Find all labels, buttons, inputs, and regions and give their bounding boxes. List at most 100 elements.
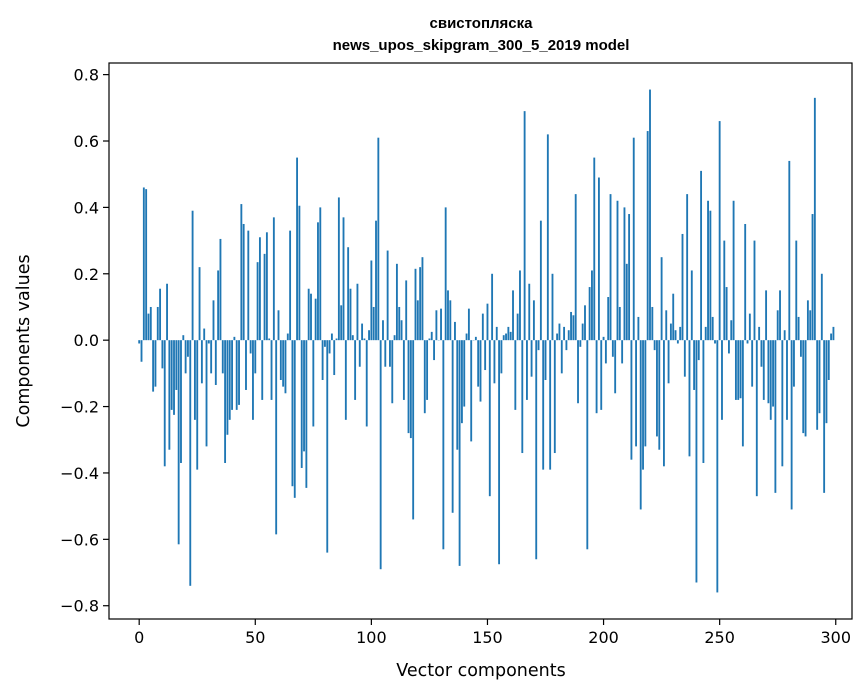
bar [379,340,382,570]
bar [813,97,816,341]
bar [402,340,405,400]
bar [419,267,422,341]
bar [618,306,621,341]
x-tick-label: 100 [356,628,387,647]
bar [289,230,292,341]
bar [546,134,549,341]
bar [361,323,364,341]
bar [275,340,278,535]
bar [535,340,538,560]
bar [825,340,828,424]
bar [138,340,141,344]
bar [205,340,208,447]
bar [242,223,245,341]
bar [479,340,482,402]
bar [786,340,788,420]
bar [173,340,175,415]
bar [333,340,336,376]
bar [500,340,503,374]
bar [303,340,305,452]
bar [293,340,296,498]
bar [802,340,805,434]
y-tick-label: 0.2 [74,265,99,284]
bar [607,297,610,341]
bar [145,189,148,341]
bar [140,340,143,362]
bar [203,328,206,341]
x-tick-label: 300 [820,628,851,647]
bar [732,200,735,341]
bar [235,340,238,410]
bar [493,340,496,384]
bar [314,298,317,341]
bar [790,340,793,510]
bar [238,340,240,405]
bar [502,335,505,341]
bar [702,340,705,463]
ticks-group: 0 50 100 150 200 250 300 −0.8 −0.6 −0.4 −0.2 0.0 0.2… [60,66,851,647]
bar [718,121,721,341]
bar [616,200,619,341]
bar [486,303,489,341]
bar [416,300,419,341]
bar [625,263,628,341]
bar [827,340,830,380]
bar [730,320,733,341]
bar [512,290,514,341]
bar [200,340,203,384]
bar [570,311,572,341]
bar [365,340,368,427]
bar [279,340,282,380]
bar [542,340,545,470]
bar [265,232,268,341]
x-tick-label: 150 [472,628,503,647]
bar [537,340,540,351]
bar [189,340,192,586]
bar [744,223,747,341]
bar [219,238,222,341]
bar [386,250,389,341]
bar [221,340,224,374]
bar [806,300,809,341]
bar [330,333,333,341]
bar [707,200,709,341]
bar [621,340,624,364]
bar [328,340,331,354]
bar [697,340,700,361]
bar [407,340,410,434]
bar [207,340,210,344]
bar [653,340,656,351]
bar [177,340,180,545]
bar [305,340,308,488]
bar [774,340,777,493]
bar [258,237,261,341]
bar [672,293,675,341]
bar [351,335,354,341]
bar [628,214,631,341]
bar [804,340,807,437]
bar [467,308,470,341]
bar [166,283,168,341]
bar [767,340,770,404]
bar [746,340,749,344]
chart-title: свистопляска [430,15,534,32]
bar [651,306,654,341]
y-tick-label: −0.4 [60,464,99,483]
y-tick-label: 0.6 [74,132,99,151]
bar [639,340,642,510]
bar [142,187,145,341]
bar [175,340,178,390]
x-tick-label: 200 [588,628,619,647]
bar [788,160,791,341]
bar [421,257,424,341]
bar [240,204,243,341]
bar [382,320,384,341]
bar [572,315,575,341]
bar [769,340,772,420]
bar [609,194,612,341]
bar [649,89,651,341]
bar [676,340,679,344]
bar [642,340,644,470]
bar [217,270,220,341]
bar [637,316,640,341]
